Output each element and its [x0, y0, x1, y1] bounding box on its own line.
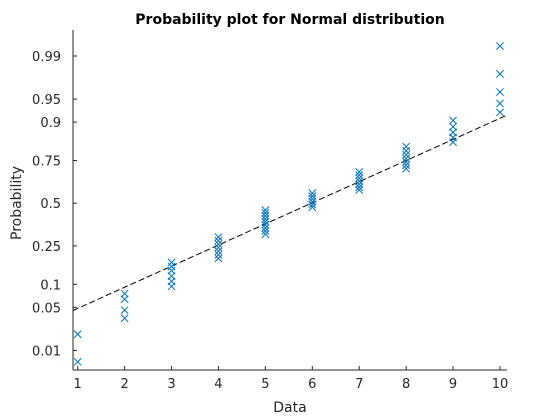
data-point-marker — [355, 183, 364, 192]
y-tick-label: 0.5 — [40, 197, 61, 212]
data-point-marker — [120, 314, 129, 323]
data-point-marker — [167, 266, 176, 275]
data-point-marker — [214, 233, 223, 241]
y-axis-title: Probability — [9, 166, 25, 240]
data-point-marker — [261, 230, 270, 239]
data-point-marker — [120, 295, 129, 304]
data-point-marker — [214, 236, 223, 245]
data-point-marker — [449, 128, 457, 137]
data-point-marker — [402, 154, 411, 163]
x-tick-label: 4 — [214, 377, 222, 392]
data-point-marker — [402, 158, 411, 166]
data-point-marker — [261, 217, 270, 226]
y-tick-label: 0.75 — [32, 155, 61, 170]
data-point-marker — [214, 250, 223, 259]
data-point-marker — [355, 177, 364, 186]
x-tick-label: 2 — [120, 377, 128, 392]
data-point-marker — [355, 171, 364, 180]
data-point-marker — [496, 42, 504, 50]
data-point-marker — [496, 88, 504, 97]
data-point-marker — [402, 164, 411, 173]
data-point-marker — [308, 200, 317, 209]
y-tick-label: 0.05 — [32, 301, 61, 316]
data-point-marker — [73, 357, 82, 366]
y-tick-label: 0.99 — [32, 50, 61, 65]
data-point-marker — [402, 161, 411, 170]
x-tick-label: 1 — [74, 377, 82, 392]
data-point-marker — [261, 211, 270, 220]
data-point-marker — [308, 197, 317, 206]
data-point-marker — [402, 142, 411, 151]
data-point-marker — [355, 167, 364, 176]
y-tick-label: 0.25 — [32, 240, 61, 255]
data-point-marker — [308, 203, 317, 212]
data-point-marker — [214, 247, 223, 256]
data-point-marker — [261, 209, 270, 217]
data-point-marker — [261, 220, 270, 229]
x-axis-title: Data — [273, 400, 306, 416]
chart-title: Probability plot for Normal distribution — [135, 12, 444, 28]
x-tick-label: 3 — [167, 377, 175, 392]
data-point-marker — [167, 258, 176, 267]
data-point-marker — [261, 214, 270, 223]
reference-fit-line — [72, 114, 508, 311]
y-tick-label: 0.9 — [40, 116, 61, 131]
data-point-marker — [402, 150, 411, 159]
x-tick-label: 5 — [261, 377, 269, 392]
data-point-marker — [167, 272, 176, 281]
y-tick-label: 0.95 — [32, 93, 61, 108]
data-point-marker — [355, 186, 364, 194]
data-point-marker — [214, 254, 223, 263]
plot-area: 1 2 3 4 5 6 7 8 9 10 0.01 0.05 0.1 0.25 0.5 0.75 0.9 0.95… — [32, 30, 508, 392]
data-point-marker — [496, 108, 504, 117]
data-point-marker — [449, 122, 457, 131]
data-point-marker — [261, 224, 270, 232]
data-point-marker — [261, 206, 270, 215]
y-tick-label: 0.01 — [32, 344, 61, 359]
data-point-marker — [355, 174, 364, 183]
data-point-marker — [308, 192, 317, 200]
data-point-marker — [214, 243, 223, 252]
data-point-marker — [261, 227, 270, 235]
x-tick-label: 10 — [492, 377, 509, 392]
x-tick-label: 7 — [355, 377, 363, 392]
x-tick-label: 8 — [402, 377, 410, 392]
data-point-marker — [496, 99, 504, 108]
data-point-marker — [308, 189, 317, 198]
x-tick-label: 9 — [449, 377, 457, 392]
data-point-marker — [167, 262, 176, 271]
y-tick-label: 0.1 — [40, 278, 61, 293]
data-point-marker — [120, 306, 129, 315]
data-point-marker — [120, 289, 129, 298]
data-point-marker — [214, 240, 223, 248]
x-tick-label: 6 — [308, 377, 316, 392]
data-point-marker — [308, 194, 317, 203]
data-point-marker — [449, 116, 457, 125]
data-point-marker — [73, 330, 82, 339]
data-point-marker — [496, 69, 504, 78]
data-point-marker — [355, 180, 364, 189]
